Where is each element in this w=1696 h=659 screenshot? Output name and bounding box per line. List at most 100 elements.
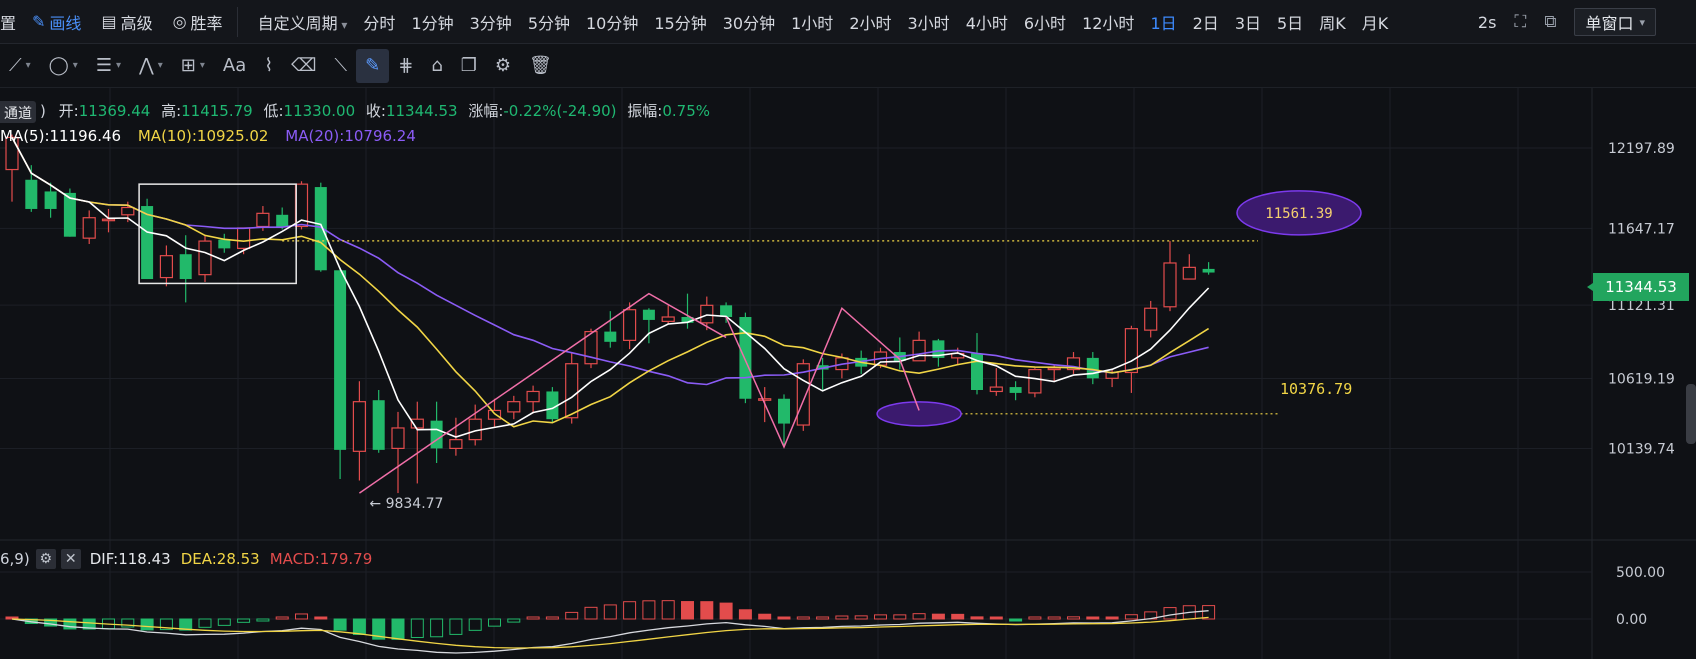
candle-body-up <box>237 227 251 249</box>
text-tool[interactable]: Aa <box>214 44 255 88</box>
copy-tool[interactable]: ❐ <box>452 44 486 88</box>
period-tab-19[interactable]: 月K <box>1361 13 1389 33</box>
lock-icon: ⌂ <box>431 55 443 76</box>
period-tab-10[interactable]: 3小时 <box>907 13 950 33</box>
resistance-ellipse <box>1236 190 1362 236</box>
period-tab-8[interactable]: 1小时 <box>791 13 834 33</box>
macd-bar-positive <box>642 600 656 620</box>
macd-bar-positive <box>565 611 579 620</box>
macd-bar-positive <box>989 616 1003 620</box>
ruler-tool[interactable]: ⟍ <box>326 44 357 88</box>
period-tab-5[interactable]: 10分钟 <box>586 13 639 33</box>
macd-bar-negative <box>159 618 173 631</box>
period-tab-18[interactable]: 周K <box>1319 13 1346 33</box>
resistance-label: 11561.39 <box>1265 206 1332 222</box>
close-icon[interactable]: ✕ <box>60 549 81 569</box>
candle-body-up <box>391 427 405 449</box>
candle-body-down <box>681 317 694 323</box>
period-tab-9[interactable]: 2小时 <box>849 13 892 33</box>
advanced-icon: ▤ <box>101 12 117 31</box>
refresh-interval[interactable]: 2s <box>1477 12 1497 32</box>
period-tab-15[interactable]: 2日 <box>1192 13 1219 33</box>
macd-bar-positive <box>545 616 559 620</box>
pen-icon: ✎ <box>365 55 381 76</box>
period-tab-16[interactable]: 3日 <box>1234 13 1261 33</box>
macd-bar-positive <box>777 616 791 620</box>
macd-bar-negative <box>391 618 405 640</box>
candle-tool[interactable]: ⋕ <box>389 44 422 88</box>
candle-body-up <box>352 401 366 452</box>
chevron-down-icon: ▾ <box>199 60 205 71</box>
period-tab-14[interactable]: 1日 <box>1150 13 1177 33</box>
period-tab-7[interactable]: 30分钟 <box>722 13 776 33</box>
period-tab-11[interactable]: 4小时 <box>965 13 1008 33</box>
period-tab-17[interactable]: 5日 <box>1277 13 1304 33</box>
fullscreen-icon[interactable]: ⛶ <box>1514 12 1527 32</box>
gear-icon[interactable]: ⚙ <box>35 549 56 569</box>
ellipse-icon: ◯ <box>48 55 69 76</box>
y-axis-label: 11121.31 <box>1608 298 1675 314</box>
period-tab-1[interactable]: 分时 <box>363 13 396 33</box>
candle-body-down <box>778 398 790 424</box>
win-rate-icon: ◎ <box>172 12 187 31</box>
close-label: 收: <box>365 102 386 120</box>
eraser-tool[interactable]: ⌫ <box>282 44 325 88</box>
period-tab-2[interactable]: 1分钟 <box>411 13 454 33</box>
draw-line-label: 画线 <box>49 13 82 33</box>
period-tab-3[interactable]: 3分钟 <box>469 13 512 33</box>
period-tab-13[interactable]: 12小时 <box>1082 13 1135 33</box>
delete-tool[interactable]: 🗑 <box>520 44 561 88</box>
ohlc-readout: ) 开:11369.44 高:11415.79 低:11330.00 收:113… <box>40 100 716 121</box>
macd-bar-positive <box>796 616 810 620</box>
period-tab-0[interactable]: 自定义周期 <box>250 10 356 34</box>
macd-bar-positive <box>681 601 694 620</box>
macd-dea-line <box>11 616 1209 649</box>
period-tab-12[interactable]: 6小时 <box>1023 13 1067 33</box>
chart-background <box>0 88 1696 659</box>
copy-icon: ❐ <box>460 55 477 76</box>
pen-tool[interactable]: ✎ <box>356 48 390 83</box>
candle-body-up <box>101 218 116 222</box>
settings-partial-button[interactable]: 置 <box>0 0 22 44</box>
toolbar-divider <box>236 6 238 37</box>
kline-chart[interactable]: 12197.89 11647.17 11121.31 10619.19 10139.74… <box>0 88 1696 659</box>
macd-bar-negative <box>352 618 366 636</box>
macd-bar-positive <box>1105 616 1119 620</box>
dea-value: DEA:28.53 <box>180 550 260 568</box>
current-price-tag: 11344.53 <box>1587 273 1689 301</box>
popout-icon[interactable]: ⧉ <box>1544 12 1557 32</box>
advanced-button[interactable]: ▤ 高级 <box>91 0 162 44</box>
candle-body-up <box>758 398 772 401</box>
macd-bar-negative <box>82 618 96 630</box>
candle-body-down <box>604 331 617 342</box>
macd-bar-positive <box>816 616 830 620</box>
measure-tool[interactable]: ⊞ ▾ <box>172 44 214 88</box>
channel-tool[interactable]: ⟋ ▾ <box>0 44 40 88</box>
delete-icon: 🗑 <box>529 55 552 76</box>
ellipse-tool[interactable]: ◯ ▾ <box>40 44 87 88</box>
win-rate-button[interactable]: ◎ 胜率 <box>163 0 233 44</box>
price-axis-scroll-handle[interactable] <box>1686 384 1696 444</box>
ma10-line <box>11 137 1210 428</box>
macd-bar-negative <box>430 618 444 638</box>
period-tab-6[interactable]: 15分钟 <box>654 13 707 33</box>
chevron-down-icon: ▾ <box>157 60 163 71</box>
period-tab-4[interactable]: 5分钟 <box>527 13 570 33</box>
low-value: 11330.00 <box>283 102 356 120</box>
eraser-pattern-tool[interactable]: ⌇ <box>255 44 282 88</box>
pattern-drawing-zigzag <box>725 306 920 449</box>
window-mode-select[interactable]: 单窗口 ▾ <box>1574 8 1656 36</box>
candle-body-up <box>526 390 540 403</box>
settings-tool[interactable]: ⚙ <box>486 44 520 88</box>
annotation-box <box>138 183 297 285</box>
lock-tool[interactable]: ⌂ <box>422 44 451 88</box>
lines-tool[interactable]: ☰ ▾ <box>87 44 130 88</box>
wave-tool[interactable]: ⋀ ▾ <box>130 44 172 88</box>
pattern-drawing-rise <box>358 292 727 494</box>
draw-line-button[interactable]: ✎ 画线 <box>22 0 91 44</box>
macd-bar-negative <box>179 618 193 631</box>
candle-body-down <box>932 340 945 358</box>
ma10-value: MA(10):10925.02 <box>137 127 269 145</box>
candle-body-up <box>507 401 521 413</box>
change-label: 涨幅: <box>468 102 504 120</box>
